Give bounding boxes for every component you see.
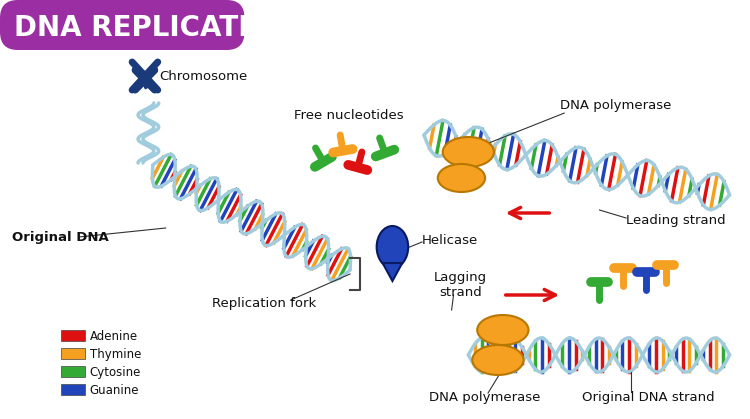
Bar <box>62 348 85 359</box>
Text: Free nucleotides: Free nucleotides <box>294 109 404 122</box>
Ellipse shape <box>376 226 408 268</box>
Ellipse shape <box>472 345 524 375</box>
Text: Original DNA: Original DNA <box>12 230 109 243</box>
Ellipse shape <box>438 164 485 192</box>
Text: Cytosine: Cytosine <box>90 365 141 378</box>
Text: DNA REPLICATION: DNA REPLICATION <box>13 14 295 42</box>
Polygon shape <box>382 263 402 281</box>
FancyBboxPatch shape <box>0 0 244 50</box>
Text: Leading strand: Leading strand <box>626 214 726 227</box>
Bar <box>62 366 85 377</box>
Ellipse shape <box>442 137 494 167</box>
Ellipse shape <box>477 315 529 345</box>
Text: Thymine: Thymine <box>90 347 141 360</box>
Text: Guanine: Guanine <box>90 383 140 396</box>
Text: Replication fork: Replication fork <box>212 297 316 310</box>
Text: Original DNA strand: Original DNA strand <box>582 391 714 403</box>
Bar <box>62 384 85 395</box>
Text: Lagging
strand: Lagging strand <box>433 271 487 299</box>
Bar <box>62 330 85 341</box>
Text: Chromosome: Chromosome <box>160 70 248 83</box>
Text: DNA polymerase: DNA polymerase <box>560 98 671 111</box>
Text: DNA polymerase: DNA polymerase <box>429 391 540 403</box>
Text: Helicase: Helicase <box>422 233 478 246</box>
Text: Adenine: Adenine <box>90 329 138 342</box>
